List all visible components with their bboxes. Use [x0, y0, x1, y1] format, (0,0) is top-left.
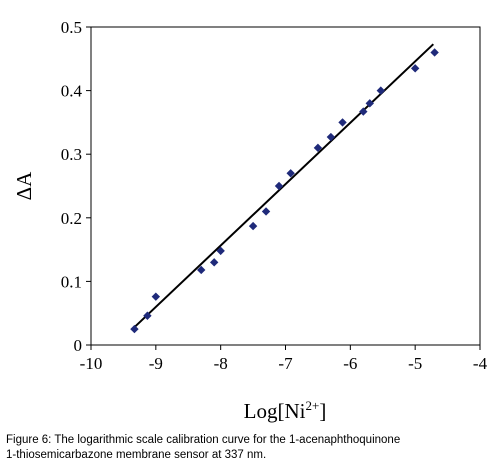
- x-tick-label: -7: [278, 354, 293, 373]
- data-point: [359, 107, 368, 116]
- caption-line-2: 1-thiosemicarbazone membrane sensor at 3…: [6, 449, 267, 461]
- data-point: [326, 132, 336, 142]
- x-axis-title-suffix: ]: [319, 399, 326, 423]
- data-point: [365, 99, 374, 108]
- x-tick-label: -6: [343, 354, 357, 373]
- fit-line-layer: [133, 43, 435, 328]
- data-point: [261, 207, 271, 216]
- data-point: [430, 48, 439, 57]
- x-axis: -10 -9 -8 -7 -6 -5 -4: [80, 345, 488, 373]
- data-point: [274, 181, 284, 191]
- plot-area-frame: [90, 26, 481, 346]
- figure-caption: Figure 6: The logarithmic scale calibrat…: [6, 433, 494, 463]
- data-point: [248, 221, 258, 231]
- y-tick-label: 0.4: [61, 82, 83, 101]
- fit-line: [133, 43, 435, 328]
- data-point: [410, 64, 420, 73]
- data-point: [130, 324, 139, 334]
- data-point: [209, 258, 219, 267]
- data-point: [376, 86, 386, 95]
- data-points-layer: [130, 48, 439, 334]
- data-point: [313, 143, 323, 153]
- x-tick-label: -8: [214, 354, 228, 373]
- y-axis: 0 0.1 0.2 0.3 0.4 0.5: [61, 18, 91, 355]
- y-tick-label: 0.5: [61, 18, 82, 37]
- x-axis-title-superscript: 2+: [305, 398, 319, 413]
- data-point: [143, 311, 152, 320]
- x-tick-label: -4: [473, 354, 488, 373]
- y-tick-label: 0.2: [61, 209, 82, 228]
- y-axis-title: ΔA: [12, 171, 36, 201]
- data-point: [338, 118, 347, 127]
- y-tick-label: 0.3: [61, 145, 82, 164]
- caption-line-1: Figure 6: The logarithmic scale calibrat…: [6, 434, 401, 446]
- x-tick-label: -10: [80, 354, 103, 373]
- x-axis-title: Log[Ni2+]: [244, 398, 327, 423]
- x-tick-label: -9: [149, 354, 163, 373]
- y-tick-label: 0.1: [61, 272, 82, 291]
- data-point: [216, 246, 225, 256]
- data-point: [151, 292, 161, 301]
- x-axis-title-main: Log[Ni: [244, 399, 306, 423]
- data-point: [197, 265, 206, 275]
- y-tick-label: 0: [74, 336, 83, 355]
- data-point: [286, 169, 295, 178]
- x-tick-label: -5: [408, 354, 422, 373]
